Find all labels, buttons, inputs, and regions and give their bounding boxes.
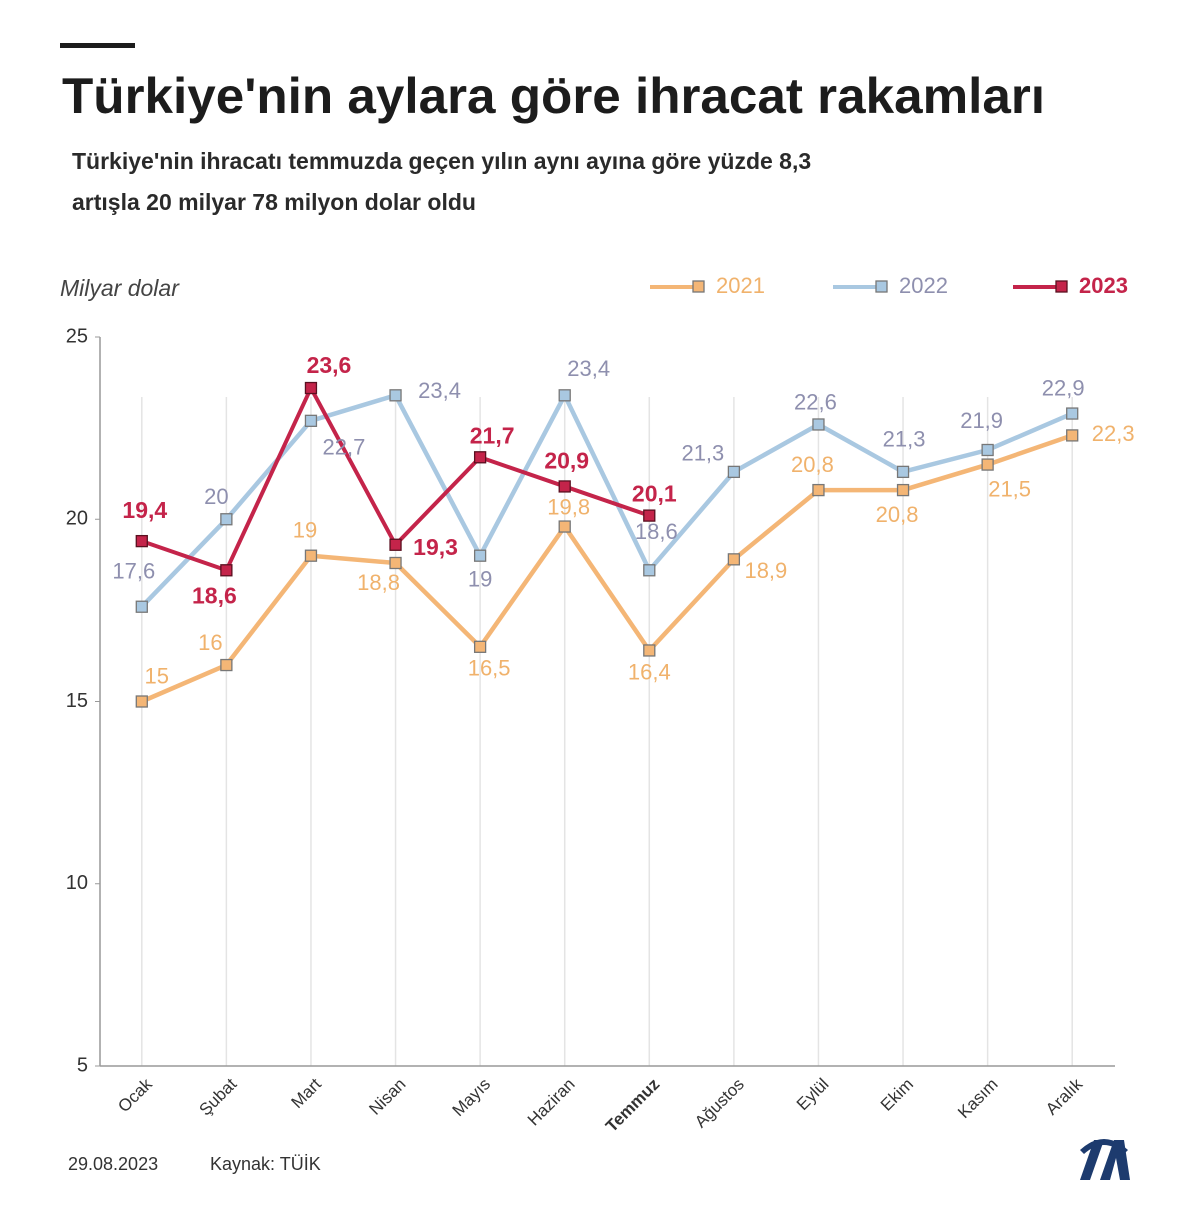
marker: [727, 465, 741, 479]
marker: [304, 549, 318, 562]
marker: [1066, 429, 1079, 442]
data-label: 17,6: [112, 559, 155, 584]
data-label: 20,8: [791, 452, 834, 477]
marker: [896, 483, 910, 497]
x-tick-label: Ağustos: [691, 1075, 748, 1132]
chart-title: Türkiye'nin aylara göre ihracat rakamlar…: [62, 68, 1045, 124]
marker: [135, 695, 148, 708]
data-label: 21,5: [988, 476, 1031, 501]
marker: [643, 564, 656, 577]
marker: [135, 534, 148, 548]
marker: [135, 600, 148, 613]
marker: [389, 556, 402, 570]
data-label: 23,4: [567, 356, 610, 381]
marker: [727, 553, 741, 566]
data-label: 20,9: [544, 448, 589, 474]
legend-marker: [875, 280, 888, 293]
x-tick-label: Eylül: [793, 1075, 832, 1114]
x-tick-label: Nisan: [365, 1075, 409, 1119]
x-tick-label: Ocak: [114, 1074, 156, 1116]
x-tick-label: Aralık: [1042, 1074, 1087, 1119]
marker: [558, 389, 571, 402]
data-label: 23,6: [307, 352, 352, 378]
series-line: [140, 433, 1073, 704]
marker: [220, 564, 233, 577]
marker: [812, 418, 825, 431]
series-line: [140, 393, 1074, 609]
y-axis-label: Milyar dolar: [60, 275, 180, 301]
subtitle: artışla 20 milyar 78 milyon dolar oldu: [72, 189, 476, 215]
x-tick-label: Ekim: [877, 1075, 917, 1115]
marker: [473, 549, 487, 562]
legend-marker: [1055, 280, 1068, 293]
x-tick-label: Mayıs: [449, 1075, 494, 1120]
top-bar: [60, 43, 135, 48]
y-tick-label: 15: [66, 690, 88, 712]
marker: [643, 644, 656, 657]
legend-label: 2023: [1079, 273, 1128, 298]
marker: [643, 509, 656, 522]
data-label: 16,5: [468, 656, 511, 681]
marker: [981, 443, 994, 457]
data-label: 22,7: [323, 435, 366, 460]
data-label: 16,4: [628, 659, 671, 684]
data-label: 21,3: [883, 427, 926, 452]
marker: [473, 451, 487, 464]
data-label: 22,3: [1092, 421, 1135, 446]
x-tick-label: Haziran: [524, 1075, 579, 1130]
x-tick-label: Mart: [287, 1074, 325, 1112]
data-label: 15: [145, 663, 169, 688]
marker: [1066, 407, 1079, 420]
data-label: 20,8: [876, 502, 919, 527]
data-label: 19: [293, 518, 317, 543]
data-label: 16: [198, 630, 222, 655]
marker: [389, 389, 402, 402]
x-tick-label: Şubat: [196, 1074, 241, 1119]
legend-marker: [692, 280, 705, 293]
marker: [812, 483, 825, 497]
y-tick-label: 5: [77, 1054, 88, 1076]
marker: [981, 458, 994, 471]
data-label: 22,9: [1042, 375, 1085, 400]
data-label: 22,6: [794, 389, 837, 414]
marker: [220, 513, 233, 526]
marker: [389, 538, 402, 551]
marker: [558, 480, 571, 493]
data-label: 18,8: [357, 570, 400, 595]
data-label: 19,3: [413, 534, 458, 560]
subtitle: Türkiye'nin ihracatı temmuzda geçen yılı…: [72, 148, 811, 174]
x-tick-label: Kasım: [954, 1075, 1002, 1123]
data-label: 19: [468, 567, 492, 592]
data-label: 18,9: [744, 558, 787, 583]
marker: [304, 381, 318, 395]
logo: [1080, 1139, 1130, 1180]
data-label: 19,8: [547, 494, 590, 519]
marker: [896, 465, 910, 479]
marker: [304, 414, 318, 427]
data-label: 21,7: [470, 422, 515, 448]
y-tick-label: 25: [66, 325, 88, 347]
x-tick-label: Temmuz: [602, 1075, 663, 1136]
data-label: 18,6: [192, 582, 237, 608]
data-label: 20,1: [632, 481, 677, 507]
footer-date: 29.08.2023: [68, 1154, 158, 1174]
marker: [558, 520, 571, 533]
y-tick-label: 10: [66, 872, 88, 894]
y-tick-label: 20: [66, 508, 88, 530]
data-label: 21,9: [960, 408, 1003, 433]
data-label: 20: [204, 484, 228, 509]
marker: [220, 658, 233, 672]
data-label: 18,6: [635, 519, 678, 544]
data-label: 23,4: [418, 378, 461, 403]
data-label: 21,3: [681, 441, 724, 466]
marker: [473, 640, 487, 653]
legend-label: 2022: [899, 273, 948, 298]
legend-label: 2021: [716, 273, 765, 298]
footer-source: Kaynak: TÜİK: [210, 1154, 321, 1174]
data-label: 19,4: [122, 497, 167, 523]
